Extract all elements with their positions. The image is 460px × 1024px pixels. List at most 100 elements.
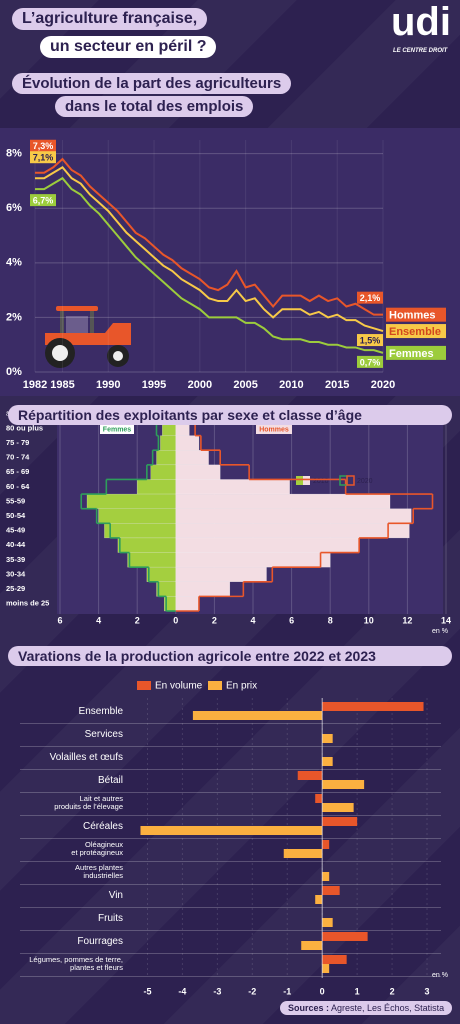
value-label: 7,3% bbox=[33, 141, 54, 151]
y-tick-label: 6% bbox=[6, 202, 22, 214]
bar bbox=[175, 596, 200, 612]
y-tick-label: 65 - 69 bbox=[6, 467, 29, 476]
header-title: L’agriculture française, bbox=[12, 8, 208, 30]
bar bbox=[117, 537, 177, 553]
group-label: Femmes bbox=[103, 426, 132, 433]
header-title: un secteur en péril ? bbox=[40, 36, 217, 58]
legend-label: 2020 bbox=[357, 478, 373, 485]
x-tick-label: 1990 bbox=[96, 379, 120, 391]
bar bbox=[160, 435, 177, 451]
bar bbox=[322, 803, 354, 812]
value-label: 6,7% bbox=[33, 196, 54, 206]
x-tick-label: 8 bbox=[328, 615, 333, 625]
bar bbox=[175, 552, 331, 568]
y-tick-label: Lait et autres produits de l’élevage bbox=[54, 794, 123, 812]
group-label-box bbox=[100, 424, 134, 434]
sources-label: Sources : bbox=[288, 1003, 330, 1013]
x-tick-label: 4 bbox=[96, 615, 101, 625]
y-tick-label: 4% bbox=[6, 257, 22, 269]
bar bbox=[315, 794, 323, 803]
bar bbox=[322, 886, 340, 895]
sources: Sources : Agreste, Les Échos, Statista bbox=[280, 1001, 453, 1015]
y-tick-label: Légumes, pommes de terre, plantes et fle… bbox=[29, 955, 123, 973]
y-tick-label: Céréales bbox=[82, 821, 123, 832]
bar bbox=[322, 734, 333, 743]
legend-tag bbox=[386, 324, 446, 339]
bar bbox=[140, 826, 323, 835]
chart-title: dans le total des emplois bbox=[55, 96, 254, 117]
y-tick-label: Services bbox=[84, 729, 123, 740]
legend-tag bbox=[386, 307, 446, 322]
y-tick-label: Fourrages bbox=[77, 936, 123, 947]
bar bbox=[175, 537, 360, 553]
bar bbox=[127, 552, 177, 568]
axis-title: en % bbox=[432, 972, 448, 979]
legend-swatch bbox=[208, 681, 222, 690]
x-tick-label: 2005 bbox=[233, 379, 257, 391]
bar bbox=[322, 932, 368, 941]
y-tick-label: Autres plantes industrielles bbox=[75, 863, 123, 881]
axis-title: en % bbox=[432, 628, 448, 635]
bar bbox=[301, 941, 323, 950]
x-tick-label: 2015 bbox=[325, 379, 349, 391]
legend-swatch bbox=[303, 476, 310, 485]
y-tick-label: 75 - 79 bbox=[6, 438, 29, 447]
legend-tag bbox=[386, 345, 446, 360]
x-tick-label: 2 bbox=[390, 986, 395, 996]
y-tick-label: Fruits bbox=[98, 913, 123, 924]
tractor bbox=[45, 306, 131, 368]
bar bbox=[175, 464, 221, 480]
bar bbox=[175, 566, 267, 582]
x-tick-label: 2020 bbox=[371, 379, 395, 391]
bar bbox=[322, 780, 365, 789]
bar bbox=[297, 771, 323, 780]
x-tick-label: -5 bbox=[143, 986, 151, 996]
legend-label: 2010 bbox=[313, 478, 329, 485]
bar bbox=[322, 872, 330, 881]
legend-swatch bbox=[296, 476, 303, 485]
group-label-box bbox=[256, 424, 292, 434]
value-label-box bbox=[30, 151, 56, 164]
x-tick-label: 1985 bbox=[50, 379, 74, 391]
y-tick-label: 35-39 bbox=[6, 555, 25, 564]
bar bbox=[322, 817, 358, 826]
x-tick-label: -4 bbox=[178, 986, 186, 996]
bar bbox=[175, 450, 209, 466]
y-tick-label: 45-49 bbox=[6, 526, 25, 535]
value-label: 7,1% bbox=[33, 153, 54, 163]
x-tick-label: 2010 bbox=[279, 379, 303, 391]
line-series bbox=[35, 176, 384, 354]
value-label-box bbox=[30, 139, 56, 152]
logo-tagline: LE CENTRE DROIT bbox=[393, 48, 448, 54]
x-tick-label: 0 bbox=[173, 615, 178, 625]
bar bbox=[175, 523, 410, 539]
legend-swatch bbox=[346, 475, 355, 486]
bar bbox=[156, 450, 176, 466]
y-tick-label: Vin bbox=[108, 890, 123, 901]
x-tick-label: 2 bbox=[135, 615, 140, 625]
y-tick-label: 2% bbox=[6, 311, 22, 323]
x-tick-label: 2000 bbox=[188, 379, 212, 391]
chart-title: Évolution de la part des agriculteurs bbox=[12, 73, 292, 94]
group-label: Hommes bbox=[259, 426, 289, 433]
value-label: 0,7% bbox=[360, 357, 381, 367]
bar bbox=[136, 479, 176, 495]
line-series bbox=[35, 165, 384, 333]
value-label-box bbox=[30, 194, 56, 207]
bar bbox=[322, 964, 330, 973]
x-tick-label: 1 bbox=[355, 986, 360, 996]
bar bbox=[283, 849, 323, 858]
legend-swatch bbox=[137, 681, 151, 690]
bar bbox=[192, 711, 323, 720]
y-tick-label: moins de 25 bbox=[6, 599, 49, 608]
value-label-box bbox=[357, 291, 383, 304]
y-tick-label: 60 - 64 bbox=[6, 482, 30, 491]
bar bbox=[175, 508, 412, 524]
x-tick-label: 6 bbox=[57, 615, 62, 625]
sources-text: Agreste, Les Échos, Statista bbox=[331, 1003, 445, 1013]
x-tick-label: 0 bbox=[320, 986, 325, 996]
y-tick-label: Ensemble bbox=[78, 706, 123, 717]
legend-label: En prix bbox=[226, 681, 257, 692]
y-tick-label: 80 ou plus bbox=[6, 423, 43, 432]
bar bbox=[146, 566, 177, 582]
